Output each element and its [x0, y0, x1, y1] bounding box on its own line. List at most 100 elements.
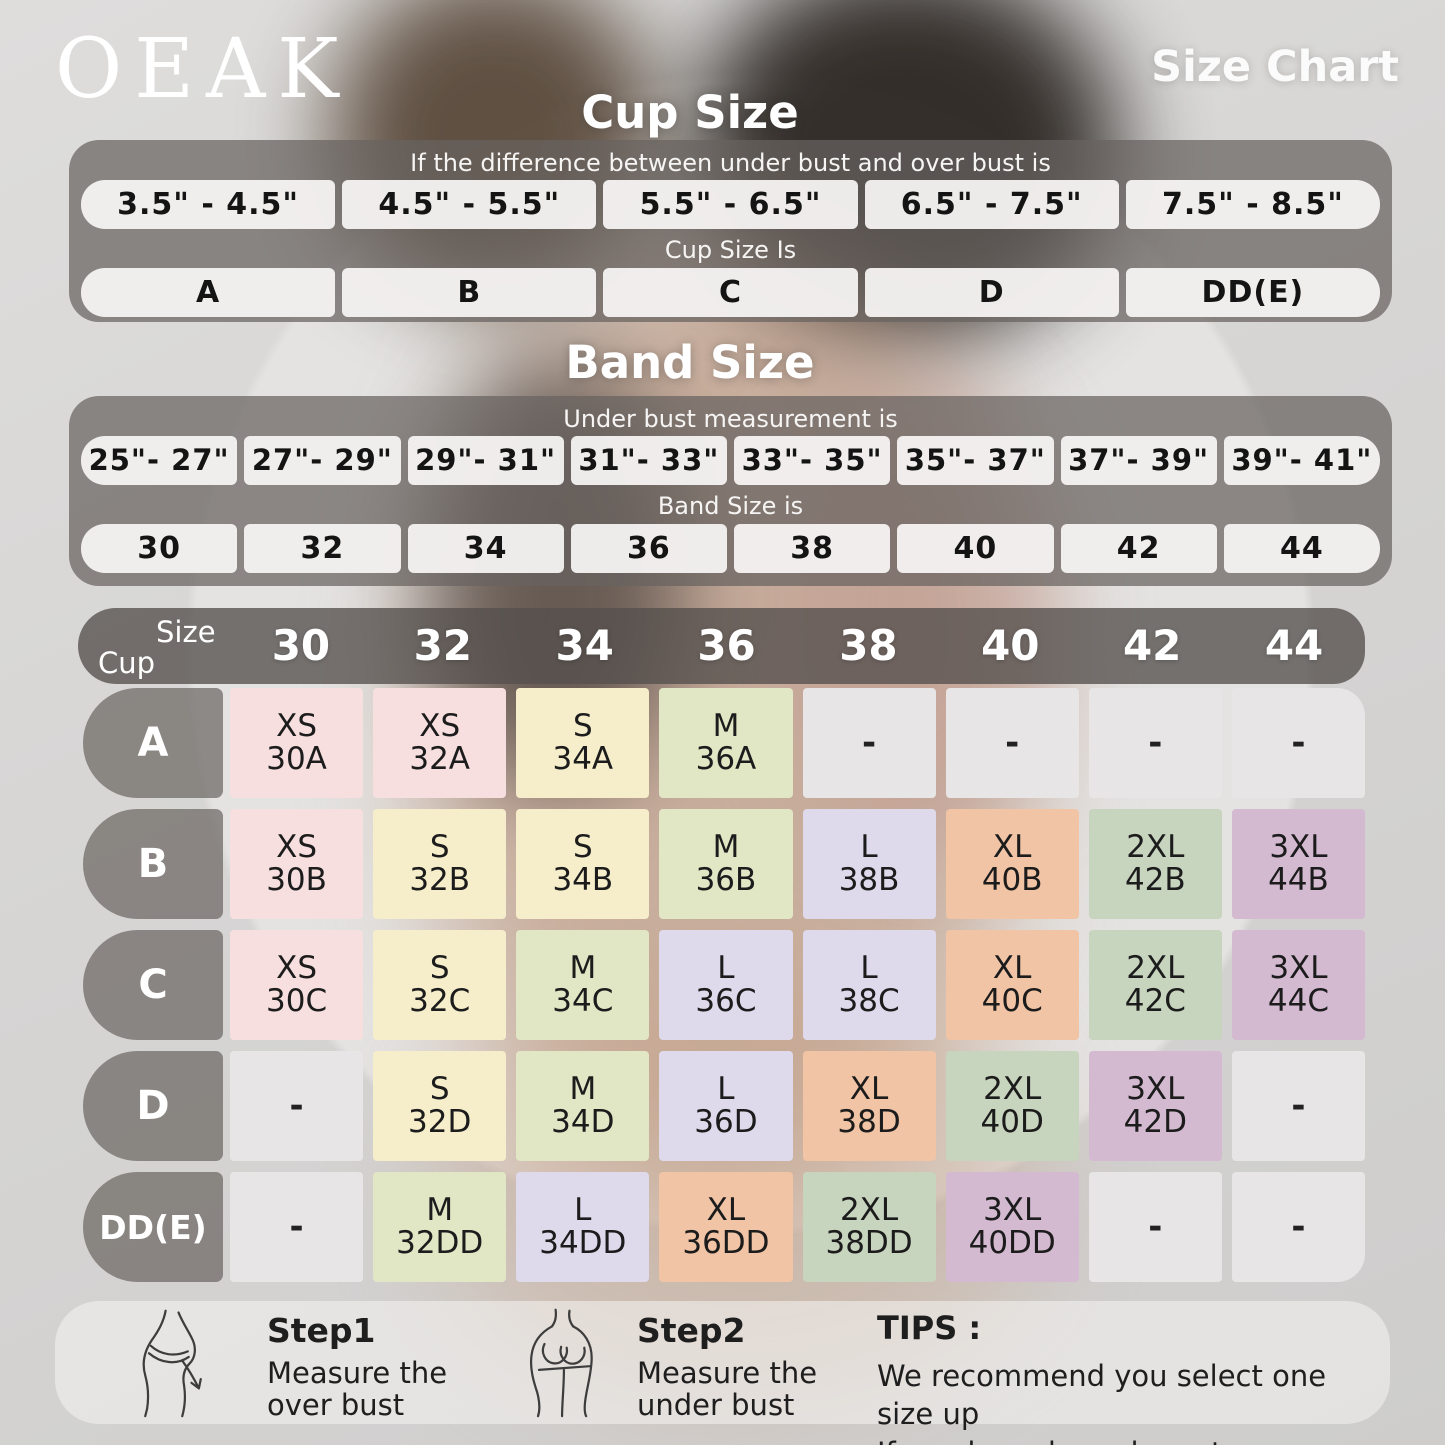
size-cell: XL 40B	[945, 809, 1079, 919]
matrix-row: DD(E) - M 32DD L 34DD XL 36DD 2XL 38DD 3XL 40DD - -	[78, 1172, 1365, 1282]
empty-size-cell: -	[1231, 1172, 1365, 1282]
band-number-cell: 38	[734, 524, 891, 573]
size-cell: L 36C	[659, 930, 793, 1040]
size-code: 44B	[1268, 862, 1329, 898]
cup-range-cell: 5.5" - 6.5"	[603, 180, 858, 229]
size-cell: XL 40C	[945, 930, 1079, 1040]
size-cell: 3XL 44C	[1231, 930, 1365, 1040]
size-code: 32B	[409, 862, 471, 898]
band-size-table-subheader: Band Size is	[657, 492, 804, 520]
cup-size-title: Cup Size	[581, 86, 799, 139]
cup-letter-cell: DD(E)	[1125, 268, 1381, 317]
size-cell: M 34D	[516, 1051, 650, 1161]
size-code: 34D	[551, 1104, 615, 1140]
empty-size-cell: -	[1088, 688, 1222, 798]
size-cell: S 32D	[373, 1051, 507, 1161]
empty-size-cell: -	[230, 1172, 364, 1282]
cup-range-cell: 7.5" - 8.5"	[1125, 180, 1381, 229]
band-range-cell: 25"- 27"	[81, 436, 238, 485]
size-code: 38C	[838, 983, 900, 1019]
cup-range-cell: 6.5" - 7.5"	[864, 180, 1119, 229]
size-label: S	[572, 707, 593, 744]
step1-title: Step1	[267, 1311, 376, 1350]
band-column-header: 32	[413, 621, 473, 670]
band-range-cell: 35"- 37"	[897, 436, 1054, 485]
band-size-table: Under bust measurement is 25"- 27" 27"- 2…	[69, 396, 1392, 586]
band-number-row: 30 32 34 36 38 40 42 44	[81, 524, 1380, 573]
size-label: 3XL	[1269, 828, 1328, 865]
size-cell: 2XL 42C	[1088, 930, 1222, 1040]
band-range-row: 25"- 27" 27"- 29" 29"- 31" 31"- 33" 33"- 35"…	[81, 436, 1380, 485]
size-label: 3XL	[983, 1191, 1042, 1228]
size-code: 30B	[266, 862, 327, 898]
step2-line2: under bust	[637, 1387, 795, 1422]
step2-line1: Measure the	[637, 1356, 818, 1390]
tips-note: TIPS : We recommend you select one size …	[877, 1309, 1390, 1445]
band-column-header: 30	[271, 621, 331, 670]
band-number-cell: 36	[570, 524, 727, 573]
size-label: XL	[992, 828, 1032, 865]
band-column-header: 42	[1122, 621, 1182, 670]
size-label: L	[717, 949, 735, 986]
band-size-table-header: Under bust measurement is	[563, 405, 898, 433]
step1-line2: over bust	[267, 1387, 405, 1422]
band-number-cell: 44	[1223, 524, 1380, 573]
band-column-header: 36	[697, 621, 756, 670]
size-label: 2XL	[983, 1070, 1042, 1107]
size-code: 42D	[1123, 1104, 1187, 1140]
cup-letter-cell: B	[342, 268, 597, 317]
cup-range-row: 3.5" - 4.5" 4.5" - 5.5" 5.5" - 6.5" 6.5" - …	[81, 180, 1381, 229]
size-label: L	[717, 1070, 735, 1107]
size-label: XS	[276, 828, 318, 865]
size-code: 32A	[409, 741, 471, 777]
size-cell: M 32DD	[373, 1172, 507, 1282]
size-cell: XL 38D	[802, 1051, 936, 1161]
size-cell: 2XL 42B	[1088, 809, 1222, 919]
size-code: 34C	[552, 983, 614, 1019]
matrix-row-cells: XS 30C S 32C M 34C L 36C L 38C XL 40C 2XL 42C 3XL 44C	[230, 930, 1365, 1040]
size-label: S	[572, 828, 593, 865]
empty-size-cell: -	[945, 688, 1079, 798]
size-cell: S 32B	[373, 809, 507, 919]
size-label: S	[429, 949, 450, 986]
size-code: 38DD	[825, 1225, 913, 1261]
measuring-instructions-bar: Step1 Measure the over bust Step2 Measur…	[55, 1301, 1390, 1445]
size-code: 42B	[1124, 862, 1186, 898]
matrix-column-headers: 30 32 34 36 38 40 42 44	[230, 608, 1365, 684]
size-code: 36DD	[682, 1225, 770, 1261]
band-range-cell: 27"- 29"	[244, 436, 401, 485]
size-code: 34B	[552, 862, 614, 898]
step2-title: Step2	[637, 1311, 746, 1350]
size-code: 40DD	[968, 1225, 1056, 1261]
corner-size-label: Size	[156, 615, 216, 649]
tips-line1: We recommend you select one size up	[877, 1359, 1327, 1432]
matrix-row: C XS 30C S 32C M 34C L 36C L 38C XL 40C 2XL 42C 3XL 44C	[78, 930, 1365, 1040]
size-cell: XS 30B	[230, 809, 364, 919]
size-code: 40B	[981, 862, 1043, 898]
size-code: 32C	[409, 983, 471, 1019]
size-code: 30A	[266, 741, 327, 777]
size-label: M	[712, 707, 740, 744]
band-number-cell: 30	[81, 524, 238, 573]
size-matrix-body: A XS 30A XS 32A S 34A M 36A - - - - B XS 30B S 32B S 34B M 36…	[78, 688, 1365, 1293]
cup-size-table-subheader: Cup Size Is	[664, 236, 797, 264]
size-label: L	[574, 1191, 592, 1228]
size-code: 40C	[981, 983, 1043, 1019]
corner-cup-label: Cup	[98, 646, 156, 680]
tips-line2: If you have large breasts.	[877, 1434, 1390, 1445]
size-label: S	[429, 828, 450, 865]
band-size-title: Band Size	[565, 336, 815, 389]
size-code: 34DD	[539, 1225, 627, 1261]
brand-logo: OEAK	[55, 22, 351, 117]
band-range-cell: 31"- 33"	[570, 436, 727, 485]
size-cell: M 36B	[659, 809, 793, 919]
cup-range-cell: 3.5" - 4.5"	[81, 180, 336, 229]
cup-row-label: DD(E)	[83, 1172, 223, 1282]
size-code: 32DD	[396, 1225, 484, 1261]
size-cell: L 38C	[802, 930, 936, 1040]
size-code: 36B	[695, 862, 757, 898]
measure-over-bust-icon	[142, 1309, 202, 1418]
size-code: 36A	[695, 741, 757, 777]
size-label: 2XL	[1126, 828, 1185, 865]
